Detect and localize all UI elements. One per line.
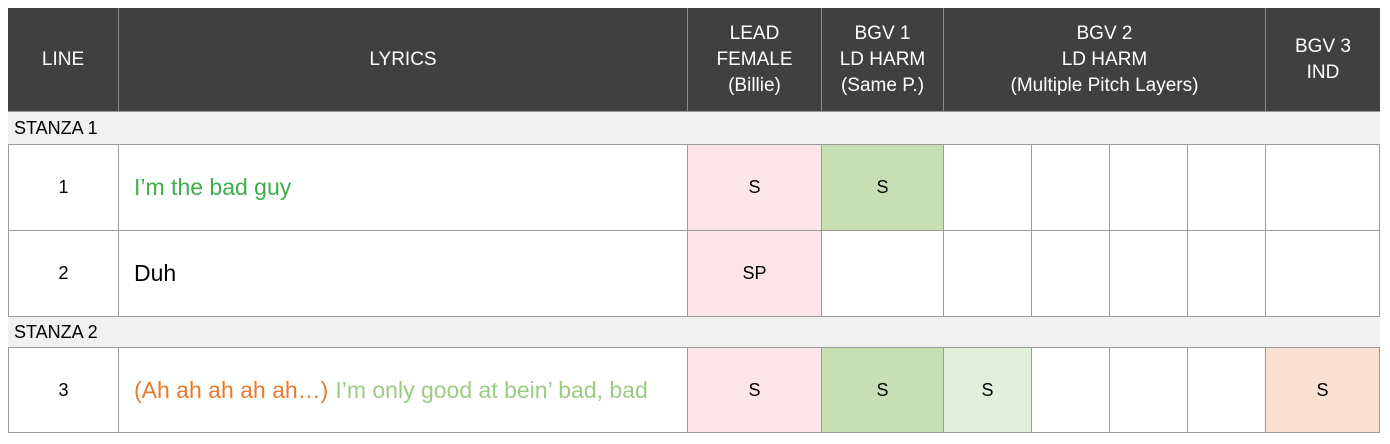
header-bgv1-line3: (Same P.) — [840, 74, 925, 96]
header-bgv3: BGV 3 IND — [1266, 8, 1380, 111]
bgv1-cell: S — [822, 348, 944, 433]
line-number: 3 — [58, 379, 69, 400]
lyric-text: Duh — [134, 260, 177, 286]
bgv2-layer1-cell — [944, 231, 1032, 317]
lyrics-cell: I’m the bad guy — [119, 145, 688, 231]
lead-cell: SP — [688, 231, 822, 317]
line-number-cell: 1 — [8, 145, 119, 231]
bgv2-layer3-cell — [1110, 231, 1188, 317]
bgv1-cell: S — [822, 145, 944, 231]
header-bgv2: BGV 2 LD HARM (Multiple Pitch Layers) — [944, 8, 1266, 111]
bgv1-mark: S — [876, 379, 889, 400]
bgv2-layer4-cell — [1188, 145, 1266, 231]
header-bgv3-line1: BGV 3 — [1295, 35, 1351, 57]
header-lyrics-label: LYRICS — [369, 48, 437, 70]
stanza-label: STANZA 1 — [14, 117, 98, 138]
header-bgv2-line1: BGV 2 — [1076, 22, 1133, 44]
header-bgv1: BGV 1 LD HARM (Same P.) — [822, 8, 944, 111]
bgv2-layer3-cell — [1110, 145, 1188, 231]
header-lead-line1: LEAD — [729, 22, 780, 44]
header-bgv2-line3: (Multiple Pitch Layers) — [1010, 74, 1199, 96]
lead-mark: S — [748, 177, 761, 197]
lyric-text-ad-lib: (Ah ah ah ah ah…) — [134, 376, 329, 403]
header-lead-female: LEAD FEMALE (Billie) — [688, 8, 822, 111]
bgv2-layer4-cell — [1188, 348, 1266, 433]
header-line: LINE — [8, 8, 119, 111]
line-number-cell: 2 — [8, 231, 119, 317]
bgv2-layer2-cell — [1032, 348, 1110, 433]
lyric-text: I’m the bad guy — [134, 174, 292, 200]
vocal-arrangement-table: LINE LYRICS LEAD FEMALE (Billie) BGV 1 L… — [8, 8, 1380, 433]
stanza-row-1: STANZA 1 — [8, 111, 1380, 145]
bgv2-layer3-cell — [1110, 348, 1188, 433]
bgv2-layer1-cell: S — [944, 348, 1032, 433]
line-number-cell: 3 — [8, 348, 119, 433]
lead-cell: S — [688, 145, 822, 231]
lyrics-cell: Duh — [119, 231, 688, 317]
line-number: 1 — [58, 177, 69, 197]
bgv3-cell — [1266, 231, 1380, 317]
stanza-label: STANZA 2 — [14, 321, 98, 342]
header-line-label: LINE — [41, 48, 85, 70]
bgv2-layer2-cell — [1032, 145, 1110, 231]
bgv2-layer1-mark: S — [981, 379, 994, 400]
lead-cell: S — [688, 348, 822, 433]
bgv3-cell — [1266, 145, 1380, 231]
stanza-row-2: STANZA 2 — [8, 316, 1380, 348]
header-lyrics: LYRICS — [119, 8, 688, 111]
bgv2-layer1-cell — [944, 145, 1032, 231]
header-lead-line2: FEMALE — [716, 48, 793, 70]
header-bgv1-line1: BGV 1 — [854, 22, 911, 44]
lyric-text: I’m only good at bein’ bad, bad — [335, 376, 648, 403]
line-number: 2 — [58, 263, 69, 283]
bgv3-mark: S — [1316, 379, 1329, 400]
bgv2-layer4-cell — [1188, 231, 1266, 317]
header-bgv3-line2: IND — [1306, 61, 1340, 83]
header-lead-line3: (Billie) — [728, 74, 781, 96]
bgv1-cell — [822, 231, 944, 317]
bgv3-cell: S — [1266, 348, 1380, 433]
bgv1-mark: S — [876, 177, 889, 197]
header-bgv2-line2: LD HARM — [1061, 48, 1148, 70]
header-bgv1-line2: LD HARM — [839, 48, 926, 70]
lead-mark: SP — [742, 263, 767, 283]
bgv2-layer2-cell — [1032, 231, 1110, 317]
lead-mark: S — [748, 379, 761, 400]
lyrics-cell: (Ah ah ah ah ah…) I’m only good at bein’… — [119, 348, 688, 433]
